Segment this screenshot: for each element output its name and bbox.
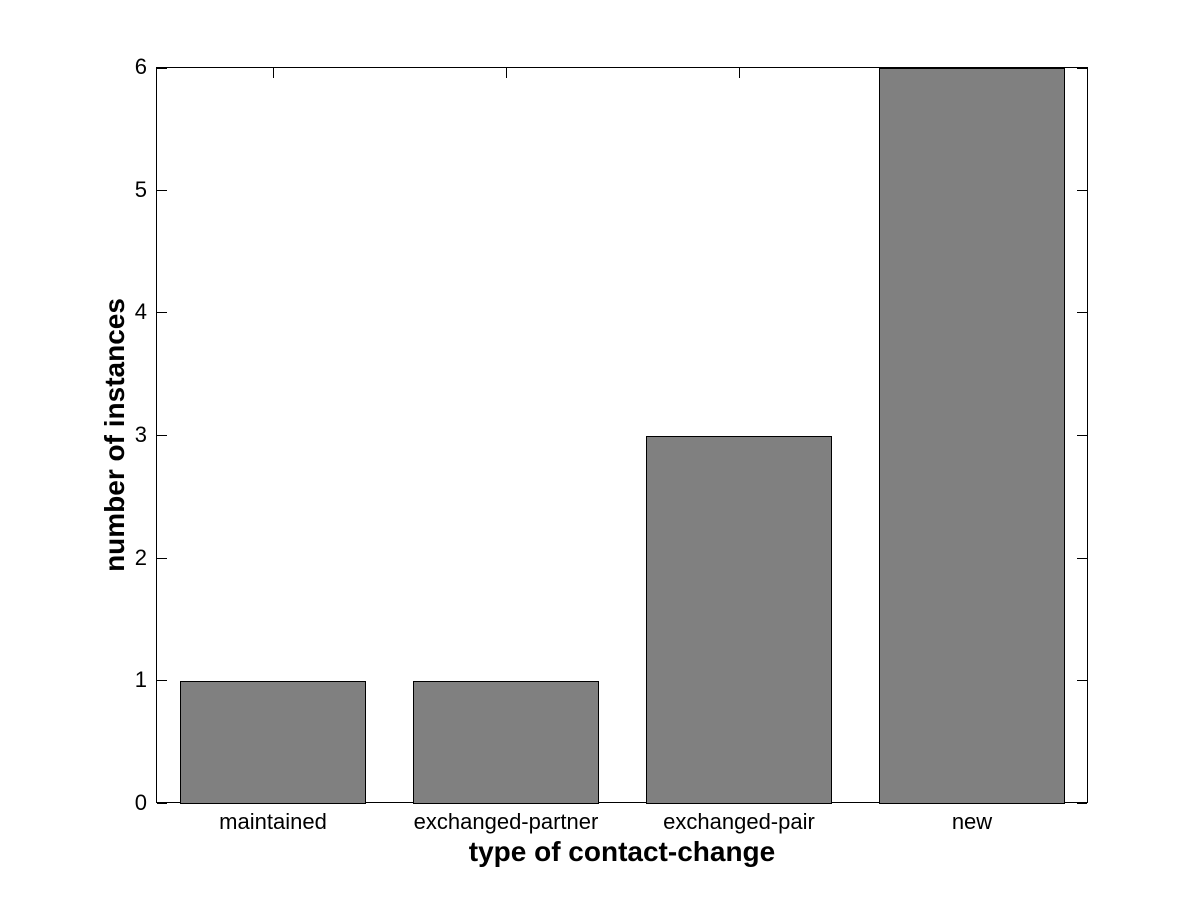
y-tick-label: 2 bbox=[134, 545, 147, 570]
bar-exchanged-pair bbox=[646, 436, 832, 804]
x-axis-label: type of contact-change bbox=[468, 836, 776, 867]
x-tick-label: new bbox=[951, 809, 993, 834]
y-tick-mark bbox=[157, 680, 167, 681]
y-tick-mark bbox=[157, 190, 167, 191]
x-tick-mark bbox=[506, 68, 507, 78]
x-tick-label: maintained bbox=[219, 809, 327, 834]
plot-area bbox=[156, 67, 1088, 804]
y-tick-mark bbox=[157, 435, 167, 436]
y-tick-label: 6 bbox=[134, 54, 147, 79]
y-tick-mark bbox=[1077, 680, 1087, 681]
x-tick-mark bbox=[739, 68, 740, 78]
y-axis-label: number of instances bbox=[99, 298, 130, 572]
bar-exchanged-partner bbox=[413, 681, 599, 804]
y-tick-mark bbox=[1077, 803, 1087, 804]
y-tick-mark bbox=[1077, 558, 1087, 559]
bar-maintained bbox=[180, 681, 366, 804]
y-tick-label: 5 bbox=[134, 177, 147, 202]
y-tick-mark bbox=[1077, 312, 1087, 313]
x-tick-label: exchanged-partner bbox=[413, 809, 599, 834]
y-tick-mark bbox=[157, 558, 167, 559]
y-tick-mark bbox=[157, 312, 167, 313]
x-tick-label: exchanged-pair bbox=[663, 809, 815, 834]
bar-new bbox=[879, 68, 1065, 804]
y-tick-mark bbox=[1077, 68, 1087, 69]
y-tick-mark bbox=[157, 803, 167, 804]
y-tick-label: 4 bbox=[134, 299, 147, 324]
y-tick-label: 0 bbox=[134, 790, 147, 815]
y-tick-label: 3 bbox=[134, 422, 147, 447]
y-tick-mark bbox=[1077, 435, 1087, 436]
y-tick-mark bbox=[157, 68, 167, 69]
x-tick-mark bbox=[273, 68, 274, 78]
y-tick-mark bbox=[1077, 190, 1087, 191]
y-tick-label: 1 bbox=[134, 667, 147, 692]
